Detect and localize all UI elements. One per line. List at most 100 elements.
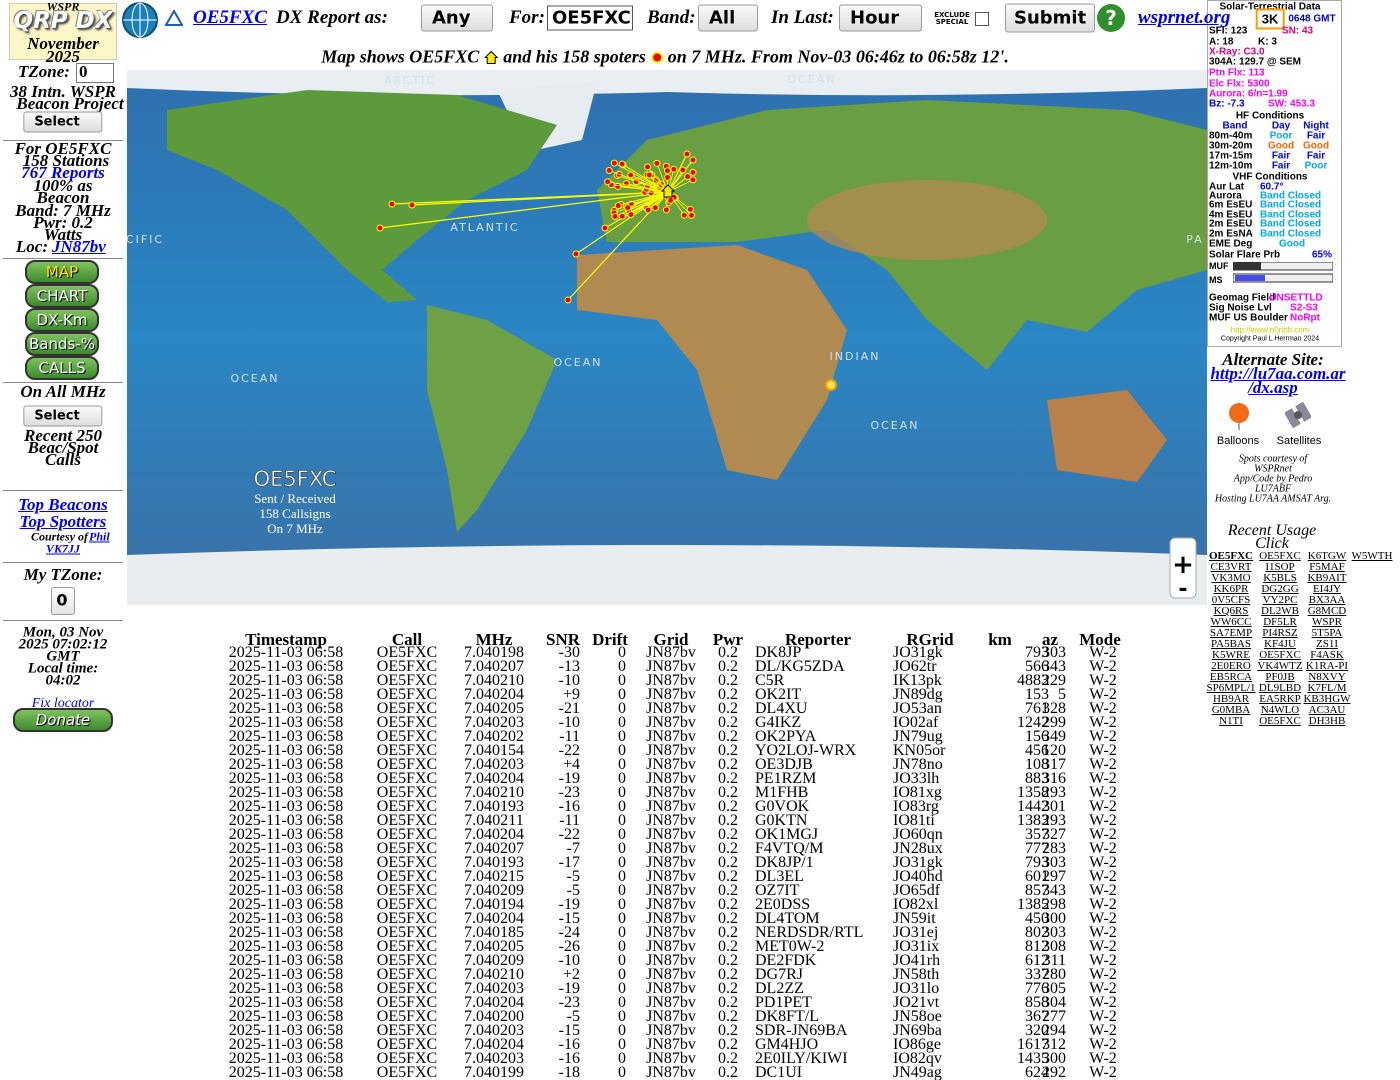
usage-call[interactable]: KB3HGW xyxy=(1303,693,1351,705)
table-cell: JN87bv xyxy=(646,1050,696,1067)
submit[interactable]: Submit xyxy=(1005,3,1096,33)
usage-call[interactable]: K1RA-PI xyxy=(1305,660,1349,672)
usage-call[interactable]: OE5FXC xyxy=(1259,649,1301,661)
table-cell: OE5FXC xyxy=(376,980,438,997)
solar-item: A: 18 xyxy=(1209,36,1234,48)
phil[interactable]: VK7JJ xyxy=(45,541,81,556)
usage-call[interactable]: PA5BAS xyxy=(1211,638,1251,650)
usage-call[interactable]: AC3AU xyxy=(1308,704,1346,716)
balloon-icon[interactable] xyxy=(1227,402,1251,430)
loc[interactable]: JN87bv xyxy=(52,237,106,256)
usage-call[interactable]: K5BLS xyxy=(1263,572,1297,584)
top-beacons[interactable]: Top Beacons xyxy=(18,495,108,514)
nav-button[interactable]: CHART xyxy=(25,284,99,308)
alt-url[interactable]: /dx.asp xyxy=(1248,378,1298,397)
input[interactable]: OE5FXC xyxy=(547,5,633,31)
usage-call[interactable]: OE5FXC xyxy=(1259,550,1301,562)
usage-call[interactable]: W5WTH xyxy=(1351,550,1393,562)
usage-call[interactable]: VK4WTZ xyxy=(1257,660,1303,672)
triangle-icon[interactable] xyxy=(165,10,183,26)
tzone-value[interactable]: 0 xyxy=(79,62,88,81)
usage-call[interactable]: F5MAF xyxy=(1309,561,1345,573)
usage-call[interactable]: EA5RKP xyxy=(1259,693,1301,705)
satellites[interactable]: Satellites xyxy=(1276,435,1322,447)
usage-call[interactable]: G0MBA xyxy=(1211,704,1251,716)
table-cell: 7.040211 xyxy=(464,812,524,829)
alt-url[interactable]: http://lu7aa.com.ar xyxy=(1210,364,1346,383)
usage-call[interactable]: DL9LBD xyxy=(1258,682,1302,694)
usage-call[interactable]: EB5RCA xyxy=(1209,671,1253,683)
usage-call[interactable]: VK3MO xyxy=(1211,572,1251,584)
site-link[interactable]: wsprnet.org xyxy=(1138,7,1231,28)
fix-locator[interactable]: Fix locator xyxy=(31,696,95,711)
call-link[interactable]: OE5FXC xyxy=(193,7,267,28)
satellite-icon[interactable] xyxy=(1285,402,1311,430)
select[interactable]: Any xyxy=(421,4,494,32)
spot-mark xyxy=(689,176,697,184)
usage-call[interactable]: 2E0ERO xyxy=(1211,660,1251,672)
usage-call[interactable]: OE5FXC xyxy=(1209,550,1253,562)
usage-call[interactable]: DG2GG xyxy=(1261,583,1299,595)
usage-call[interactable]: WW6CC xyxy=(1210,616,1252,628)
my-tzone-box[interactable] xyxy=(51,587,75,615)
usage-call[interactable]: 0V5CFS xyxy=(1211,594,1251,606)
usage-call[interactable]: KB9AIT xyxy=(1307,572,1347,584)
usage-call[interactable]: 5T5PA xyxy=(1311,627,1343,639)
usage-call[interactable]: OE5FXC xyxy=(1259,715,1301,727)
phil[interactable]: Phil xyxy=(89,529,110,544)
usage-call[interactable]: N1TI xyxy=(1219,715,1243,727)
select[interactable]: Hour xyxy=(839,4,923,32)
select[interactable]: All xyxy=(698,4,759,32)
table-cell: 7.040210 xyxy=(464,672,524,689)
usage-call[interactable]: K5WRE xyxy=(1212,649,1250,661)
usage-call[interactable]: DF5LR xyxy=(1263,616,1297,628)
usage-call[interactable]: PF0JB xyxy=(1265,671,1295,683)
nav-button[interactable]: CALLS xyxy=(25,356,99,380)
usage-call[interactable]: DL2WB xyxy=(1261,605,1299,617)
donate[interactable]: Donate xyxy=(13,708,113,732)
usage-call[interactable]: DH3HB xyxy=(1308,715,1346,727)
solar-item: Aurora xyxy=(1209,190,1242,202)
usage-call[interactable]: SA7EMP xyxy=(1209,627,1253,639)
usage-call[interactable]: BX3AA xyxy=(1308,594,1346,606)
spot-mark xyxy=(411,191,669,206)
usage-call[interactable]: F4ASK xyxy=(1310,649,1344,661)
all-select[interactable]: Select xyxy=(23,405,103,427)
exclude-checkbox[interactable] xyxy=(975,12,989,26)
zoom-control[interactable] xyxy=(1169,537,1197,599)
usage-call[interactable]: N8XVY xyxy=(1308,671,1346,683)
usage-call[interactable]: K7FL/M xyxy=(1307,682,1347,694)
usage-call[interactable]: PI4RSZ xyxy=(1262,627,1298,639)
usage-call[interactable]: EI4JY xyxy=(1312,583,1342,595)
project-select[interactable]: Select xyxy=(23,111,103,133)
usage-call[interactable]: HB9AR xyxy=(1212,693,1250,705)
nav-button[interactable]: MAP xyxy=(25,260,99,284)
nav-button[interactable]: DX-Km xyxy=(25,308,99,332)
help[interactable]: ? xyxy=(1105,6,1117,30)
usage-call[interactable]: G8MCD xyxy=(1307,605,1347,617)
usage-call[interactable]: VY2PC xyxy=(1262,594,1298,606)
table-cell: OE5FXC xyxy=(376,812,438,829)
globe-icon[interactable] xyxy=(120,0,160,40)
help-circle[interactable] xyxy=(1097,4,1125,32)
usage-call[interactable]: I1SOP xyxy=(1265,561,1295,573)
usage-call[interactable]: K6TGW xyxy=(1307,550,1347,562)
top-spotters[interactable]: Top Spotters xyxy=(19,512,107,531)
usage-call[interactable]: SP6MPL/1 xyxy=(1206,682,1256,694)
nav-button[interactable]: Bands-% xyxy=(25,332,99,356)
my-tzone-value[interactable]: 0 xyxy=(56,590,68,610)
table-cell: 0.2 xyxy=(718,840,738,857)
table-cell: JN87bv xyxy=(646,658,696,675)
map[interactable]: ARCTIC OCEAN ATLANTIC OCEAN OCEAN INDIAN OCEAN… xyxy=(127,70,1207,605)
usage-call[interactable]: N4WLO xyxy=(1260,704,1300,716)
tzone-input[interactable] xyxy=(76,63,114,83)
usage-call[interactable]: ZS1I xyxy=(1316,638,1338,650)
reports[interactable]: 767 Reports xyxy=(21,163,105,182)
balloons[interactable]: Balloons xyxy=(1216,435,1260,447)
usage-call[interactable]: KF4JU xyxy=(1264,638,1296,650)
loc-label: Loc: xyxy=(15,237,48,256)
usage-call[interactable]: KK6PR xyxy=(1213,583,1249,595)
usage-call[interactable]: KQ6RS xyxy=(1213,605,1249,617)
usage-call[interactable]: CE3VRT xyxy=(1210,561,1252,573)
usage-call[interactable]: WSPR xyxy=(1312,616,1342,628)
